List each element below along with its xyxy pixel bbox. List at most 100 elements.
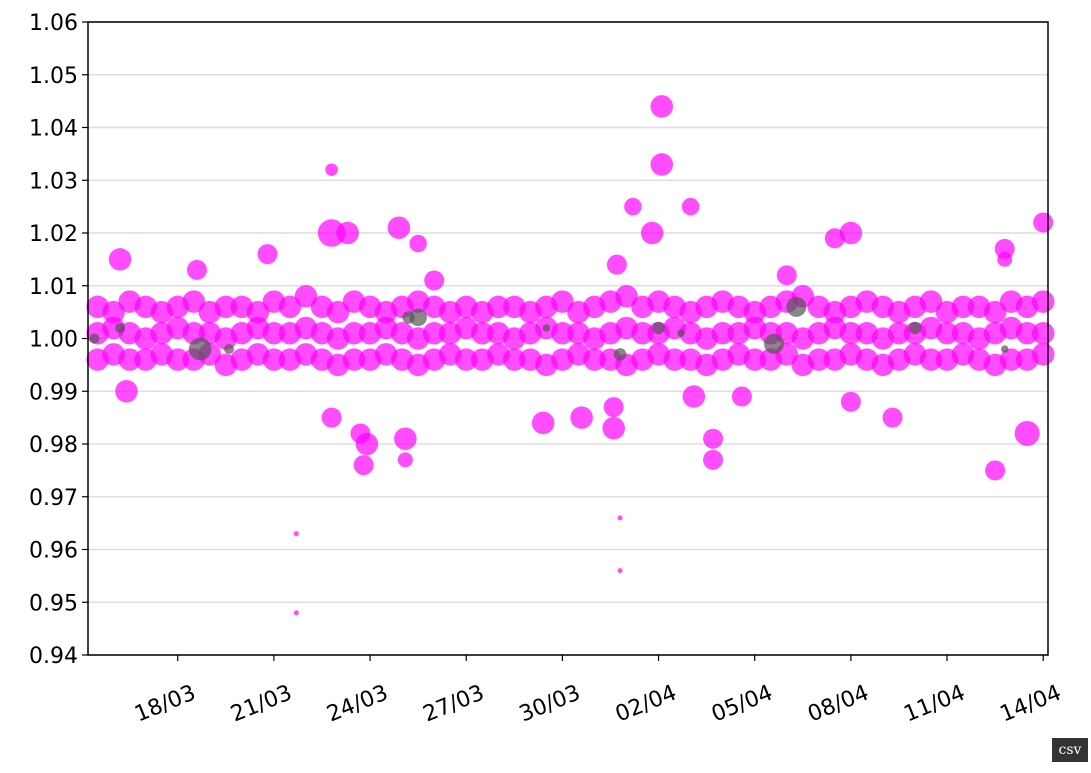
point [278,295,302,319]
x-tick-label: 30/03 [516,681,584,728]
point [743,348,766,371]
x-tick-label: 14/04 [997,681,1065,728]
point [908,321,922,335]
point [711,321,734,345]
point [424,270,445,291]
point [1000,345,1009,353]
point [89,333,100,344]
y-tick-label: 1.03 [29,169,78,194]
point [919,348,943,371]
point [326,300,350,324]
point [422,321,446,345]
point [294,285,318,308]
point [997,251,1013,267]
point [454,348,478,371]
y-tick-label: 1.06 [29,11,78,36]
x-tick-label: 02/04 [612,681,680,728]
point [1031,321,1055,345]
point [531,411,555,435]
point [387,216,411,239]
y-tick-label: 0.99 [29,380,78,405]
point [402,311,415,324]
point [887,321,911,345]
y-tick-label: 1.00 [29,328,78,353]
x-tick-label: 24/03 [324,681,392,728]
point [663,348,686,371]
point [603,397,624,418]
point [583,348,606,371]
point [624,197,642,216]
point [246,300,270,324]
point [397,452,413,468]
csv-button[interactable]: csv [1052,738,1088,762]
point [1015,321,1039,345]
point [224,344,235,355]
x-tick-label: 05/04 [708,681,776,728]
point [355,432,379,456]
point [1033,212,1054,233]
point [325,163,338,176]
point [786,296,807,317]
point [983,300,1007,324]
point [214,295,238,319]
point [703,449,724,470]
point [262,348,286,371]
point [935,321,959,345]
point [1031,290,1055,313]
point [394,427,417,450]
point [839,321,863,345]
point [409,234,427,253]
x-tick-label: 18/03 [131,681,199,728]
point [293,610,299,616]
point [1014,420,1040,446]
x-tick-label: 21/03 [227,681,295,728]
point [640,221,664,245]
y-tick-label: 0.98 [29,433,78,458]
point [652,321,665,335]
point [336,221,359,245]
y-tick-label: 0.97 [29,486,78,511]
x-tick-label: 11/04 [901,681,969,728]
point [606,254,627,275]
point [763,333,784,354]
point [118,348,141,371]
y-tick-label: 1.05 [29,64,78,89]
point [631,321,654,345]
point [882,407,903,428]
point [570,406,593,429]
point [471,321,494,345]
point [839,221,863,245]
y-tick-label: 1.02 [29,222,78,247]
point [703,428,724,449]
point [682,385,706,408]
point [182,290,206,313]
point [731,386,752,407]
x-tick-label: 27/03 [420,681,488,728]
point [503,348,526,371]
point [188,337,212,361]
point [919,290,943,313]
point [650,95,674,118]
point [985,460,1006,481]
point [342,321,366,345]
point [840,391,861,412]
point [542,324,551,332]
point [650,153,674,176]
point [293,531,299,537]
point [317,219,346,247]
point [115,380,138,403]
point [166,348,189,371]
point [617,568,623,574]
y-tick-label: 0.96 [29,539,78,564]
y-tick-label: 1.04 [29,117,78,142]
point [551,321,574,345]
point [807,348,831,371]
point [1031,343,1055,366]
point [951,295,975,319]
y-tick-label: 1.01 [29,275,78,300]
point [677,329,685,337]
points [86,95,1055,616]
point [342,348,366,371]
